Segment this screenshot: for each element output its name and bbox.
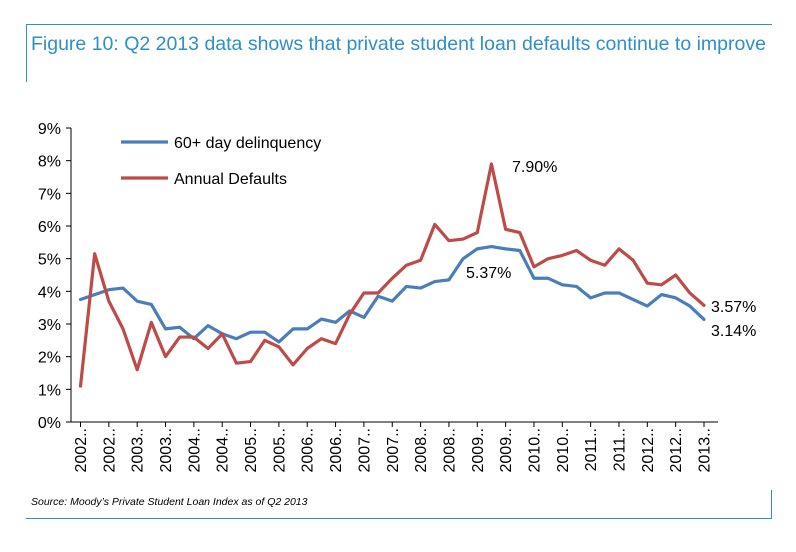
x-tick-label: 2007.. [385, 428, 402, 472]
x-tick-label: 2012.. [668, 428, 685, 472]
x-tick-label: 2010.. [526, 428, 543, 472]
data-label: 3.14% [711, 323, 756, 340]
y-tick-label: 7% [38, 186, 61, 203]
y-tick-label: 8% [38, 154, 61, 171]
x-tick-label: 2013.. [697, 428, 714, 472]
x-tick-label: 2010.. [555, 428, 572, 472]
x-tick-label: 2011.. [583, 428, 600, 471]
data-label: 7.90% [512, 159, 557, 176]
legend-label: 60+ day delinquency [174, 135, 321, 152]
x-tick-label: 2005.. [271, 428, 288, 472]
x-tick-label: 2005.. [243, 428, 260, 472]
x-tick-label: 2002.. [73, 428, 90, 472]
delinquency-series-line [78, 244, 706, 344]
x-tick-label: 2011.. [611, 428, 628, 471]
x-tick-label: 2008.. [413, 428, 430, 472]
legend-label: Annual Defaults [174, 171, 287, 188]
left-rule [26, 24, 27, 82]
x-tick-label: 2003.. [130, 428, 147, 472]
figure-title: Figure 10: Q2 2013 data shows that priva… [31, 33, 766, 55]
y-tick-label: 4% [38, 284, 61, 301]
x-tick-label: 2012.. [640, 428, 657, 472]
right-rule [771, 490, 772, 519]
y-tick-label: 9% [38, 121, 61, 138]
y-tick-label: 2% [38, 350, 61, 367]
data-label: 3.57% [711, 299, 756, 316]
y-tick-label: 0% [38, 415, 61, 432]
x-tick-label: 2003.. [158, 428, 175, 472]
source-note: Source: Moody’s Private Student Loan Ind… [31, 496, 308, 508]
x-tick-label: 2004.. [186, 428, 203, 472]
x-tick-label: 2009.. [470, 428, 487, 472]
y-tick-label: 1% [38, 382, 61, 399]
defaults-series-line [78, 162, 706, 388]
x-tick-label: 2006.. [328, 428, 345, 472]
x-tick-label: 2002.. [101, 428, 118, 472]
x-tick-label: 2004.. [215, 428, 232, 472]
y-tick-label: 5% [38, 252, 61, 269]
data-label: 5.37% [466, 265, 511, 282]
top-rule [26, 24, 772, 25]
x-tick-label: 2009.. [498, 428, 515, 472]
x-tick-label: 2006.. [300, 428, 317, 472]
y-tick-label: 3% [38, 317, 61, 334]
x-tick-label: 2008.. [441, 428, 458, 472]
bottom-rule [26, 518, 772, 519]
x-tick-label: 2007.. [356, 428, 373, 472]
y-tick-label: 6% [38, 219, 61, 236]
